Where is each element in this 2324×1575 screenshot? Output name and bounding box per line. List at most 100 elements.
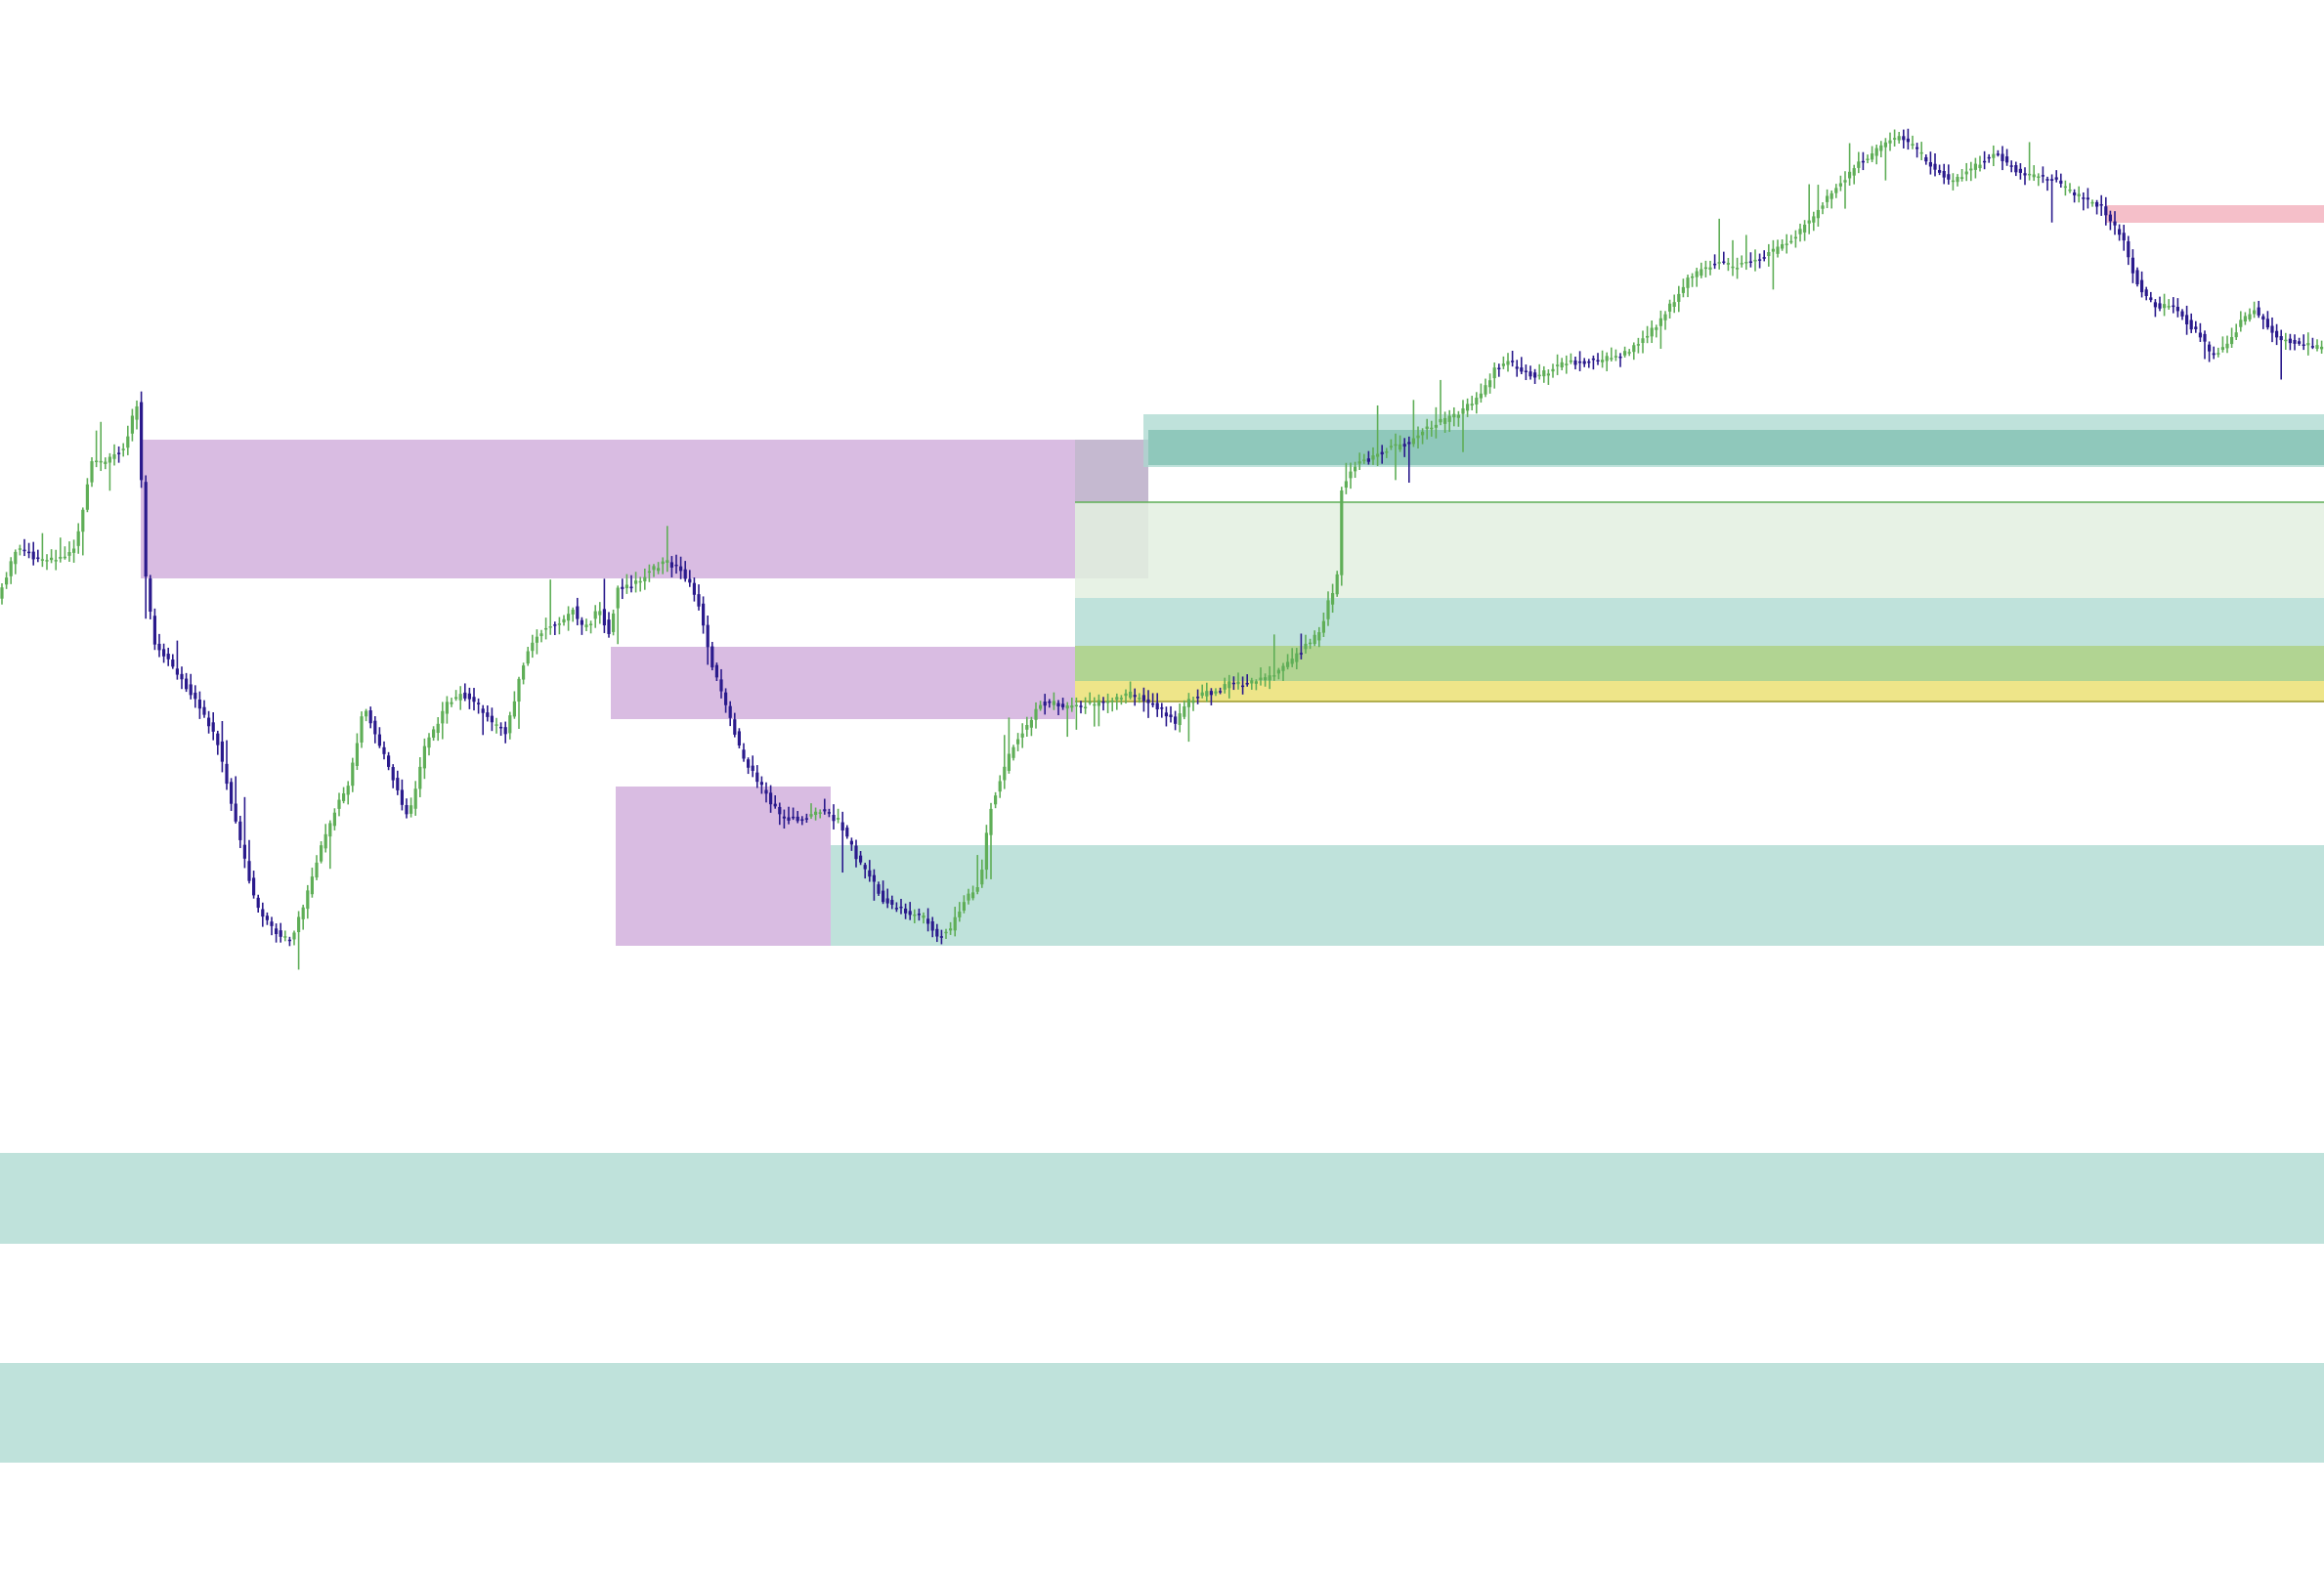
candle-body (1309, 642, 1313, 645)
candle (185, 672, 189, 693)
candle-body (773, 803, 777, 807)
candle-body (1317, 632, 1321, 641)
candle (81, 507, 85, 556)
candle (360, 711, 364, 748)
candle (616, 585, 620, 645)
candle (0, 582, 4, 605)
candle (674, 554, 678, 575)
candle-body (2095, 201, 2099, 207)
candle (1919, 142, 1923, 161)
candle-body (792, 816, 796, 819)
candle-body (1376, 453, 1380, 457)
candle (1385, 447, 1389, 458)
candle-body (220, 741, 224, 762)
candle (1596, 353, 1600, 365)
candle-body (840, 822, 844, 830)
candle-body (1160, 707, 1164, 709)
candle (2032, 165, 2036, 182)
candle (1610, 347, 1614, 362)
candle (832, 804, 836, 830)
candle-body (2248, 314, 2252, 319)
demand-zone (831, 845, 2324, 946)
candle-body (2001, 153, 2004, 161)
zones-layer (0, 205, 2324, 1463)
candle (368, 706, 372, 729)
candle (1281, 662, 1285, 681)
candle (683, 561, 687, 582)
candle (454, 690, 458, 702)
candle (1443, 411, 1447, 434)
candle-body (2099, 204, 2103, 206)
candle-body (1205, 691, 1209, 697)
candle (2284, 332, 2288, 350)
candle-body (571, 609, 575, 615)
candle-body (1871, 153, 1874, 160)
candle (1084, 697, 1088, 714)
candle (270, 916, 274, 936)
candle (220, 720, 224, 773)
candle-body (1254, 681, 1258, 684)
candle (135, 400, 139, 430)
candle (1425, 418, 1429, 440)
demand-zone (0, 1363, 2324, 1463)
candle (2099, 194, 2103, 216)
candle-body (1110, 701, 1114, 702)
candle (1138, 693, 1141, 703)
candle-body (126, 436, 130, 448)
candle-body (1556, 364, 1560, 366)
candle (755, 765, 759, 788)
candle-body (1672, 302, 1676, 307)
candle-body (5, 577, 9, 585)
candle (1488, 373, 1492, 394)
candle-body (287, 939, 291, 942)
candle (1052, 692, 1055, 710)
candle (332, 808, 336, 830)
candle (400, 779, 404, 811)
candle-body (1138, 698, 1141, 700)
candle-body (2032, 174, 2036, 178)
candle (535, 629, 538, 655)
candle-body (998, 781, 1002, 792)
candle (76, 523, 80, 554)
candle (1299, 633, 1303, 660)
candle-body (1829, 192, 1833, 199)
candle (1874, 145, 1878, 165)
candle (1376, 404, 1380, 466)
candle (1241, 676, 1245, 695)
candle (1357, 452, 1361, 470)
candle (1740, 255, 1743, 268)
candle (2257, 300, 2260, 319)
candle-body (2158, 303, 2162, 309)
candle (882, 880, 885, 905)
candle-body (1582, 361, 1586, 364)
candle-body (1295, 653, 1299, 662)
candle-body (1299, 653, 1303, 655)
candle-body (373, 720, 377, 735)
candle (1703, 260, 1707, 277)
candle (1003, 735, 1007, 789)
candle-body (612, 613, 616, 632)
candle-body (1313, 634, 1316, 645)
candle (194, 685, 197, 708)
candle-body (674, 564, 678, 567)
candle-body (580, 619, 583, 625)
candle (872, 869, 876, 901)
candle-body (666, 560, 669, 564)
candle-body (512, 701, 516, 717)
candle-body (849, 840, 853, 845)
candle (1973, 157, 1977, 179)
candle-body (1528, 371, 1532, 377)
candle-body (1983, 160, 1987, 163)
candle (157, 633, 161, 658)
candle-body (638, 580, 642, 583)
candle-body (157, 643, 161, 651)
candle (2275, 323, 2279, 346)
candle (2144, 286, 2148, 301)
candle (1938, 164, 1942, 176)
candle-body (1200, 692, 1204, 697)
candle-body (2090, 201, 2094, 204)
candle-body (1219, 691, 1223, 693)
candle (275, 923, 279, 943)
candle (265, 912, 269, 925)
candle (787, 806, 791, 825)
